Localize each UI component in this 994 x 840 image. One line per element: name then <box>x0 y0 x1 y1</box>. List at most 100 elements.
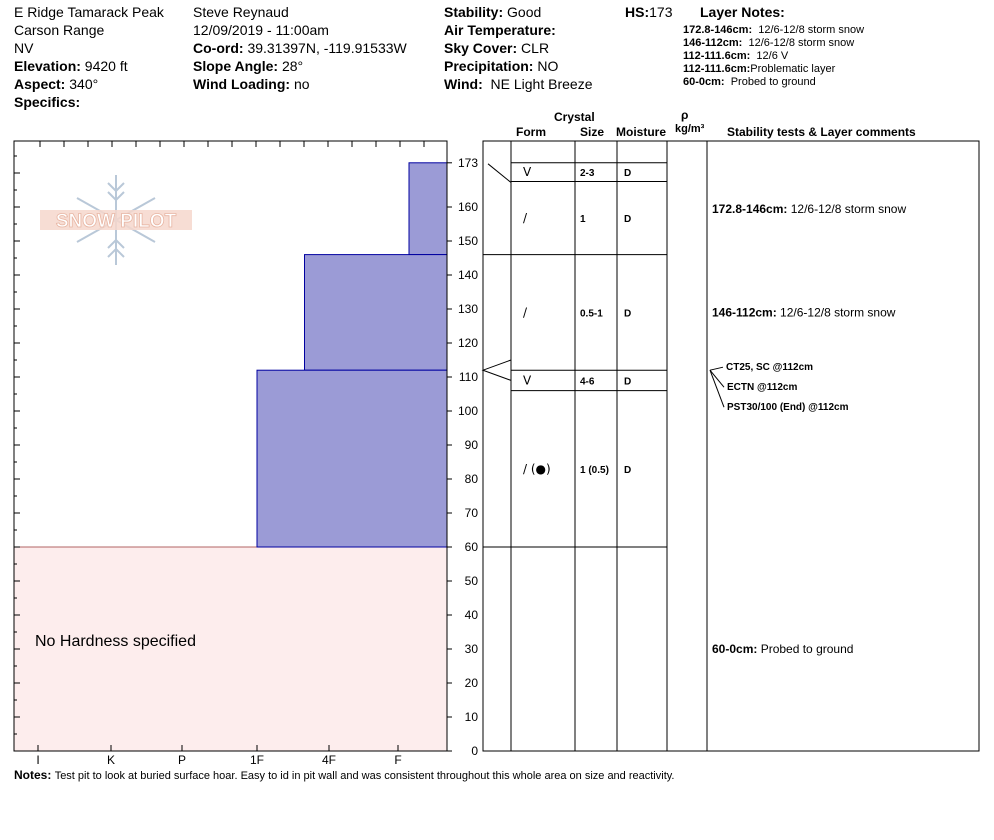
size-header: Size <box>580 125 605 139</box>
boundary-connector <box>487 163 512 183</box>
elevation-value: 9420 ft <box>84 58 128 74</box>
y-tick-label: 120 <box>458 336 478 350</box>
sky-value: CLR <box>521 40 550 56</box>
grain-size: 0.5-1 <box>580 308 603 319</box>
stability-test: ECTN @112cm <box>727 382 797 393</box>
hs-row: HS:173 <box>625 4 672 21</box>
range-name: Carson Range <box>14 22 105 38</box>
hardness-label: P <box>178 753 186 767</box>
y-tick-label: 150 <box>458 234 478 248</box>
notes-label: Notes: <box>14 768 52 782</box>
hs-label: HS: <box>625 4 650 20</box>
layer-note: 60-0cm: Probed to ground <box>683 76 816 88</box>
hardness-label: 1F <box>250 753 264 767</box>
layer-comment: 172.8-146cm: 12/6-12/8 storm snow <box>712 202 906 216</box>
wind-loading-row: Wind Loading: no <box>193 76 310 93</box>
hardness-layer-bar <box>256 369 448 548</box>
test-pointer <box>709 366 724 371</box>
precip-label: Precipitation: <box>444 58 534 74</box>
no-hardness-region <box>13 546 448 752</box>
y-tick-label: 160 <box>458 200 478 214</box>
moisture-value: D <box>624 376 631 387</box>
wind-loading-label: Wind Loading: <box>193 76 291 92</box>
elevation-label: Elevation: <box>14 58 81 74</box>
comments-header: Stability tests & Layer comments <box>727 125 916 139</box>
hardness-label: I <box>36 753 39 767</box>
stability-value: Good <box>507 4 542 20</box>
grain-size: 1 <box>580 214 586 225</box>
aspect-row: Aspect: 340° <box>14 76 98 93</box>
slope-value: 28° <box>281 58 304 74</box>
grain-form: / (●) <box>523 462 551 476</box>
y-tick-label: 0 <box>471 744 478 758</box>
wind-label: Wind: <box>444 76 483 92</box>
boundary-connector <box>481 359 512 381</box>
coord-label: Co-ord: <box>193 40 244 56</box>
layer-note: 146-112cm: 12/6-12/8 storm snow <box>683 37 855 49</box>
y-tick-label: 140 <box>458 268 478 282</box>
grain-size: 1 (0.5) <box>580 465 609 476</box>
coord-value: 39.31397N, -119.91533W <box>247 40 407 56</box>
y-tick-label: 10 <box>465 710 479 724</box>
chart-frame <box>13 140 448 752</box>
hardness-layer-bar <box>408 162 448 256</box>
grain-form: V <box>523 373 532 387</box>
hardness-label: K <box>107 753 115 767</box>
stability-test: PST30/100 (End) @112cm <box>727 402 849 413</box>
y-tick-label: 50 <box>465 574 479 588</box>
grain-form: / <box>523 305 528 319</box>
slope-label: Slope Angle: <box>193 58 279 74</box>
stability-label: Stability: <box>444 4 504 20</box>
layer-comment: 60-0cm: Probed to ground <box>712 642 853 656</box>
y-tick-label: 20 <box>465 676 479 690</box>
hardness-label: 4F <box>322 753 336 767</box>
moisture-value: D <box>624 465 631 476</box>
location-name: E Ridge Tamarack Peak <box>14 4 164 20</box>
y-tick-label: 80 <box>465 472 479 486</box>
notes-text: Test pit to look at buried surface hoar.… <box>54 770 675 782</box>
moisture-header: Moisture <box>616 125 667 139</box>
y-tick-label: 60 <box>465 540 479 554</box>
logo-text: SNOW PILOT <box>56 211 177 232</box>
density-symbol: ρ <box>681 108 689 122</box>
aspect-label: Aspect: <box>14 76 66 92</box>
crystal-header: Crystal <box>554 110 595 124</box>
slope-row: Slope Angle: 28° <box>193 58 303 75</box>
wind-value: NE Light Breeze <box>490 76 593 92</box>
stability-test: CT25, SC @112cm <box>726 362 813 373</box>
stability-row: Stability: Good <box>444 4 541 21</box>
layer-note: 112-111.6cm: 12/6 V <box>683 50 789 62</box>
observer-name: Steve Reynaud <box>193 4 289 20</box>
aspect-value: 340° <box>69 76 99 92</box>
wind-row: Wind: NE Light Breeze <box>444 76 592 93</box>
layer-comment: 146-112cm: 12/6-12/8 storm snow <box>712 305 896 319</box>
sky-row: Sky Cover: CLR <box>444 40 549 57</box>
y-tick-label: 130 <box>458 302 478 316</box>
specifics-label: Specifics: <box>14 94 81 110</box>
grain-size: 4-6 <box>580 376 595 387</box>
layer-table-frame <box>482 140 980 752</box>
coord-row: Co-ord: 39.31397N, -119.91533W <box>193 40 407 57</box>
y-tick-label: 173 <box>458 156 478 170</box>
observation-datetime: 12/09/2019 - 11:00am <box>193 22 329 38</box>
y-tick-label: 90 <box>465 438 479 452</box>
moisture-value: D <box>624 168 631 179</box>
state-name: NV <box>14 40 34 56</box>
y-tick-label: 30 <box>465 642 479 656</box>
y-tick-label: 100 <box>458 404 478 418</box>
notes-row: Notes: Test pit to look at buried surfac… <box>14 767 675 784</box>
y-tick-label: 70 <box>465 506 479 520</box>
layer-note: 112-111.6cm:Problematic layer <box>683 63 836 75</box>
test-pointer <box>709 369 725 388</box>
air-temp-row: Air Temperature: <box>444 22 556 39</box>
grain-form: / <box>523 211 528 225</box>
y-tick-label: 110 <box>459 370 478 384</box>
y-tick-label: 40 <box>465 608 479 622</box>
precip-value: NO <box>537 58 559 74</box>
air-temp-label: Air Temperature: <box>444 22 556 38</box>
precip-row: Precipitation: NO <box>444 58 558 75</box>
elevation-row: Elevation: 9420 ft <box>14 58 128 75</box>
layer-note: 172.8-146cm: 12/6-12/8 storm snow <box>683 24 865 36</box>
snowpilot-logo: SNOW PILOT <box>40 175 192 265</box>
